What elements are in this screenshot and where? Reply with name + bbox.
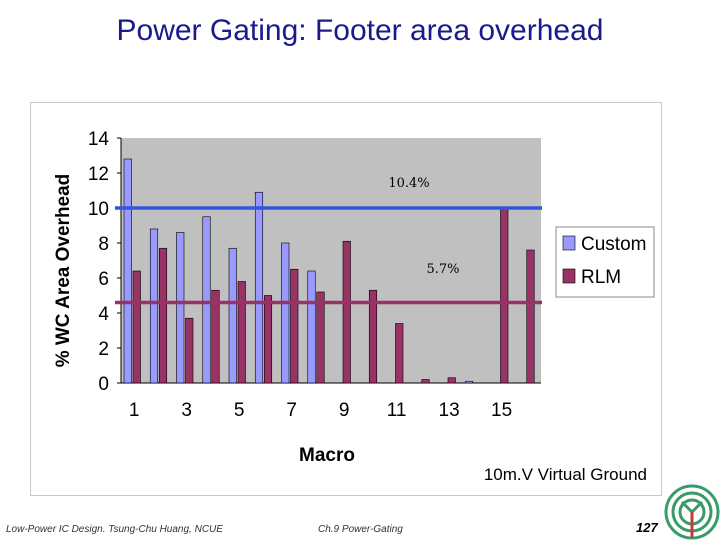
bar-custom-macro-8 (307, 270, 316, 384)
bar-custom-macro-14 (464, 380, 474, 384)
bar-custom-macro-7 (281, 242, 290, 384)
x-tick-label: 15 (491, 400, 512, 421)
bar-rlm-macro-6 (263, 295, 273, 384)
y-tick-label: 14 (88, 129, 110, 150)
university-logo-icon (664, 484, 720, 540)
bar-custom-macro-1 (123, 158, 132, 384)
legend-swatch-custom (562, 235, 576, 251)
legend-label-custom: Custom (581, 234, 646, 255)
bar-rlm-macro-10 (368, 289, 378, 384)
x-tick-label: 7 (286, 400, 297, 421)
y-tick-label: 0 (98, 374, 109, 395)
y-tick-label: 12 (88, 164, 109, 185)
x-tick-label: 3 (181, 400, 192, 421)
bar-rlm-macro-13 (447, 377, 456, 384)
slide-title: Power Gating: Footer area overhead (116, 14, 604, 47)
page-number: 127 (636, 520, 658, 535)
y-tick-label: 2 (98, 339, 109, 360)
bar-rlm-macro-16 (526, 249, 535, 384)
legend-box (555, 226, 655, 298)
bar-custom-macro-6 (254, 191, 264, 384)
bar-rlm-macro-15 (500, 207, 509, 384)
x-tick-label: 1 (129, 400, 140, 421)
bar-rlm-macro-1 (132, 270, 141, 384)
reference-line-label: 10.4% (388, 176, 429, 191)
bar-rlm-macro-12 (421, 379, 430, 384)
footer-course: Low-Power IC Design. Tsung-Chu Huang, NC… (6, 524, 223, 535)
bar-rlm-macro-4 (211, 289, 220, 384)
reference-line-label: 5.7% (426, 262, 459, 277)
y-tick-label: 10 (88, 199, 109, 220)
bar-rlm-macro-5 (237, 281, 246, 384)
bar-rlm-macro-7 (290, 268, 299, 384)
x-tick-label: 9 (339, 400, 350, 421)
legend-swatch-rlm (562, 268, 576, 284)
bar-custom-macro-3 (176, 232, 185, 384)
x-axis-title: Macro (299, 445, 355, 466)
bar-rlm-macro-3 (185, 317, 194, 384)
bar-custom-macro-4 (202, 216, 211, 384)
x-tick-label: 13 (439, 400, 460, 421)
y-axis-title: % WC Area Overhead (53, 174, 74, 368)
chart-frame: 0 2 4 6 8 10 12 14 1 3 5 7 9 11 13 15 10.4% 5.7% Macro% WC… (30, 102, 662, 496)
x-tick-label: 5 (234, 400, 245, 421)
bar-rlm-macro-11 (395, 323, 404, 384)
bar-rlm-macro-2 (158, 247, 168, 384)
chart-annotation: 10m.V Virtual Ground (484, 465, 647, 484)
bar-rlm-macro-8 (316, 291, 325, 384)
legend-label-rlm: RLM (581, 267, 621, 288)
bar-custom-macro-5 (228, 247, 237, 384)
y-tick-label: 8 (98, 234, 109, 255)
bar-custom-macro-2 (149, 228, 159, 384)
x-tick-label: 11 (387, 400, 407, 421)
footer-chapter: Ch.9 Power-Gating (318, 524, 403, 535)
y-tick-label: 4 (98, 304, 109, 325)
bar-rlm-macro-9 (342, 240, 351, 384)
y-tick-label: 6 (98, 269, 109, 290)
